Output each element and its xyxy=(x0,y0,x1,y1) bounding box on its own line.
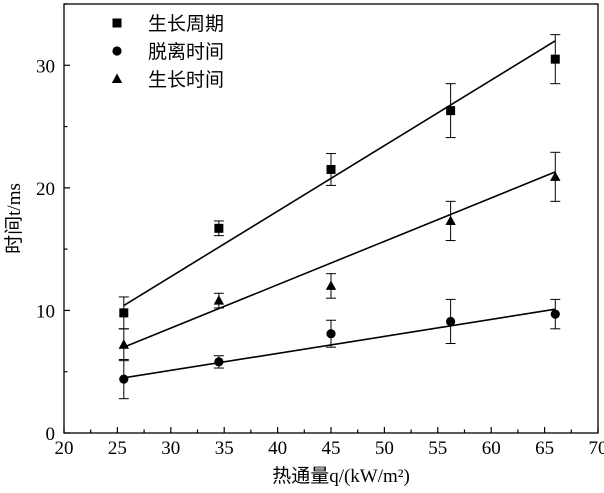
legend-marker-circle xyxy=(112,46,121,55)
data-point-triangle xyxy=(445,215,455,225)
data-point-circle xyxy=(551,310,560,319)
data-point-square xyxy=(119,308,128,317)
data-point-circle xyxy=(326,329,335,338)
x-tick-label: 65 xyxy=(535,438,554,459)
data-point-triangle xyxy=(326,280,336,290)
x-tick-label: 70 xyxy=(589,438,604,459)
y-tick-label: 20 xyxy=(36,179,55,200)
x-tick-label: 35 xyxy=(215,438,234,459)
data-point-triangle xyxy=(214,295,224,305)
x-tick-label: 60 xyxy=(482,438,501,459)
x-tick-label: 30 xyxy=(161,438,180,459)
data-point-circle xyxy=(214,357,223,366)
legend-label: 生长时间 xyxy=(148,69,224,91)
legend-marker-square xyxy=(113,19,122,28)
data-point-square xyxy=(214,224,223,233)
fit-line-2 xyxy=(124,172,555,347)
x-tick-label: 25 xyxy=(108,438,127,459)
x-axis-title: 热通量q/(kW/m²) xyxy=(272,465,410,487)
x-tick-label: 20 xyxy=(55,438,74,459)
y-tick-label: 30 xyxy=(36,56,55,77)
y-tick-label: 0 xyxy=(46,424,56,445)
legend-label: 生长周期 xyxy=(148,13,224,35)
x-tick-label: 50 xyxy=(375,438,394,459)
fit-lines xyxy=(124,41,555,378)
ticks-layer: 20 25 30 35 40 45 50 55 60 65 70 0 10 20 30 xyxy=(36,4,604,459)
data-point-square xyxy=(551,55,560,64)
y-tick-label: 10 xyxy=(36,301,55,322)
data-point-circle xyxy=(119,374,128,383)
data-point-square xyxy=(327,165,336,174)
legend-marker-triangle xyxy=(112,74,122,84)
legend-label: 脱离时间 xyxy=(148,41,224,63)
data-point-circle xyxy=(446,317,455,326)
plot-frame xyxy=(64,4,598,433)
x-tick-label: 45 xyxy=(322,438,341,459)
data-markers xyxy=(119,55,561,384)
x-tick-label: 55 xyxy=(428,438,447,459)
data-point-triangle xyxy=(119,339,129,349)
data-point-square xyxy=(446,106,455,115)
fit-line-1 xyxy=(124,309,555,378)
x-tick-label: 40 xyxy=(268,438,287,459)
y-axis-title: 时间t/ms xyxy=(3,183,25,254)
